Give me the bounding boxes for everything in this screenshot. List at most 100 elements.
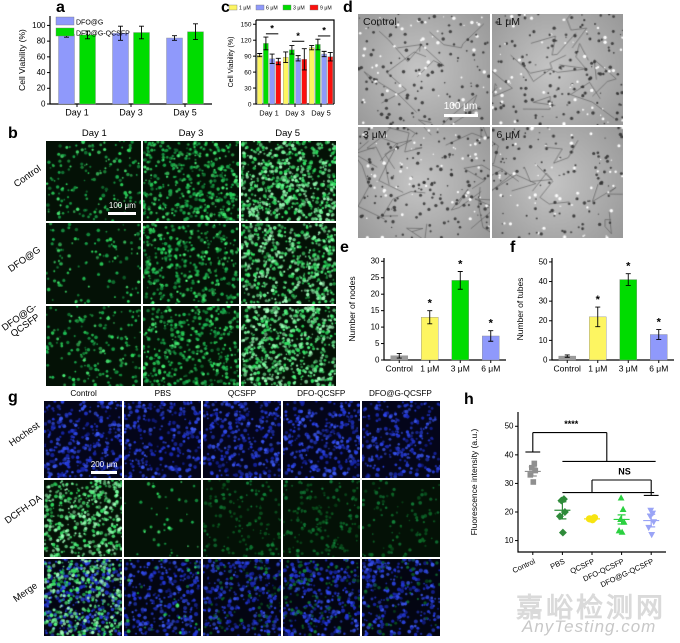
svg-text:0: 0 xyxy=(543,355,548,364)
image-label: 6 μM xyxy=(497,129,521,141)
svg-text:10: 10 xyxy=(505,536,514,545)
image-label: 1 μM xyxy=(497,16,521,28)
svg-text:Control: Control xyxy=(386,364,414,374)
svg-text:20: 20 xyxy=(37,84,46,93)
fluor-image xyxy=(241,306,336,386)
svg-text:100: 100 xyxy=(32,21,46,30)
svg-text:Day 5: Day 5 xyxy=(173,108,197,118)
svg-text:*: * xyxy=(428,298,433,310)
svg-text:Fluorescence intensity (a.u.): Fluorescence intensity (a.u.) xyxy=(469,428,479,535)
svg-text:0: 0 xyxy=(375,355,380,364)
svg-text:*: * xyxy=(657,317,662,329)
fluorescence-image xyxy=(143,223,238,303)
fluorescence-image xyxy=(362,559,440,636)
svg-text:9 μM: 9 μM xyxy=(320,6,332,12)
svg-text:3 μM: 3 μM xyxy=(451,364,470,374)
fluor-image xyxy=(44,559,122,636)
svg-text:10: 10 xyxy=(539,336,548,345)
svg-text:PBS: PBS xyxy=(549,557,566,572)
col-header: QCSFP xyxy=(202,389,281,398)
row-label-dfog: DFO@G xyxy=(5,244,45,277)
fluorescence-image xyxy=(283,559,361,636)
svg-text:Day 5: Day 5 xyxy=(311,109,331,118)
svg-text:20: 20 xyxy=(505,507,514,516)
fluorescence-image xyxy=(203,480,281,557)
fluorescence-image xyxy=(46,306,141,386)
fluor-image: 100 μm xyxy=(46,141,141,221)
fluor-image xyxy=(124,401,202,478)
svg-text:0: 0 xyxy=(41,99,46,108)
fluorescence-image xyxy=(143,141,238,221)
fluor-image xyxy=(362,401,440,478)
fluor-image xyxy=(283,401,361,478)
fluorescence-image xyxy=(241,306,336,386)
fluorescence-image xyxy=(283,480,361,557)
micro-image-d-control: Control 100 μm xyxy=(358,14,490,125)
scalebar-text: 100 μm xyxy=(109,201,136,210)
svg-text:*: * xyxy=(489,318,494,330)
svg-text:*: * xyxy=(270,23,274,34)
fluor-image xyxy=(143,306,238,386)
col-header: PBS xyxy=(123,389,202,398)
svg-text:3 μM: 3 μM xyxy=(293,6,305,12)
fluorescence-image xyxy=(124,559,202,636)
panel-d-grid: Control 100 μm 1 μM 3 μM 6 μM xyxy=(358,14,623,238)
row-label-merge: Merge xyxy=(7,577,46,608)
phase-contrast-image xyxy=(492,14,624,125)
svg-text:30: 30 xyxy=(371,257,380,266)
fluor-image xyxy=(283,480,361,557)
row-label-dfog-qcsfp: DFO@G-QCSFP xyxy=(0,299,50,346)
panel-g-headers: Control PBS QCSFP DFO-QCSFP DFO@G-QCSFP xyxy=(44,389,440,398)
svg-text:Number of tubes: Number of tubes xyxy=(515,278,525,341)
scalebar-line xyxy=(91,471,117,474)
svg-text:Day 1: Day 1 xyxy=(259,109,279,118)
fluor-image xyxy=(203,480,281,557)
svg-text:1 μM: 1 μM xyxy=(588,364,607,374)
fluorescence-image xyxy=(362,401,440,478)
panel-g-label: g xyxy=(8,390,18,406)
fluorescence-image xyxy=(203,401,281,478)
svg-text:*: * xyxy=(322,25,326,36)
svg-text:150: 150 xyxy=(241,22,252,29)
fluor-image: 200 μm xyxy=(44,401,122,478)
micro-image-d-6um: 6 μM xyxy=(492,127,624,238)
svg-text:6 μM: 6 μM xyxy=(481,364,500,374)
scalebar: 100 μm xyxy=(108,202,136,215)
svg-text:20: 20 xyxy=(539,316,548,325)
svg-text:60: 60 xyxy=(244,70,252,77)
col-header: Control xyxy=(44,389,123,398)
svg-text:40: 40 xyxy=(539,277,548,286)
scalebar: 100 μm xyxy=(444,102,478,117)
watermark-english: AnyTesting.com xyxy=(522,617,656,637)
phase-contrast-image xyxy=(358,127,490,238)
panel-b-grid: 100 μm xyxy=(46,141,336,386)
fluor-image xyxy=(362,480,440,557)
image-label: Control xyxy=(363,16,397,28)
fluor-image xyxy=(143,223,238,303)
fluorescence-image xyxy=(143,306,238,386)
fluor-image xyxy=(124,559,202,636)
fluor-image xyxy=(124,480,202,557)
image-label: 3 μM xyxy=(363,129,387,141)
scalebar-line xyxy=(108,212,136,215)
panel-g-grid: 200 μm xyxy=(44,401,440,636)
svg-text:50: 50 xyxy=(505,422,514,431)
panel-f-chart: 0 10 20 30 40 50 Number of tubes Control 1 μM 3 μ… xyxy=(514,246,680,394)
scalebar: 200 μm xyxy=(91,461,118,474)
fluor-image xyxy=(203,401,281,478)
svg-text:50: 50 xyxy=(539,257,548,266)
scalebar-text: 100 μm xyxy=(444,101,478,112)
svg-text:Cell Viability (%): Cell Viability (%) xyxy=(228,37,235,88)
svg-text:30: 30 xyxy=(505,479,514,488)
fluor-image xyxy=(203,559,281,636)
row-label-dcfh-da: DCFH-DA xyxy=(3,493,45,527)
fluor-image xyxy=(362,559,440,636)
fluor-image xyxy=(241,141,336,221)
row-label-control: Control xyxy=(9,161,48,192)
svg-text:10: 10 xyxy=(371,322,380,331)
svg-text:60: 60 xyxy=(37,52,46,61)
col-header: Day 5 xyxy=(239,128,336,139)
fluor-image xyxy=(143,141,238,221)
svg-text:*: * xyxy=(626,261,631,273)
panel-e-chart: 0 5 10 15 20 25 30 Number of nodes Control 1 μM 3 … xyxy=(346,246,514,394)
